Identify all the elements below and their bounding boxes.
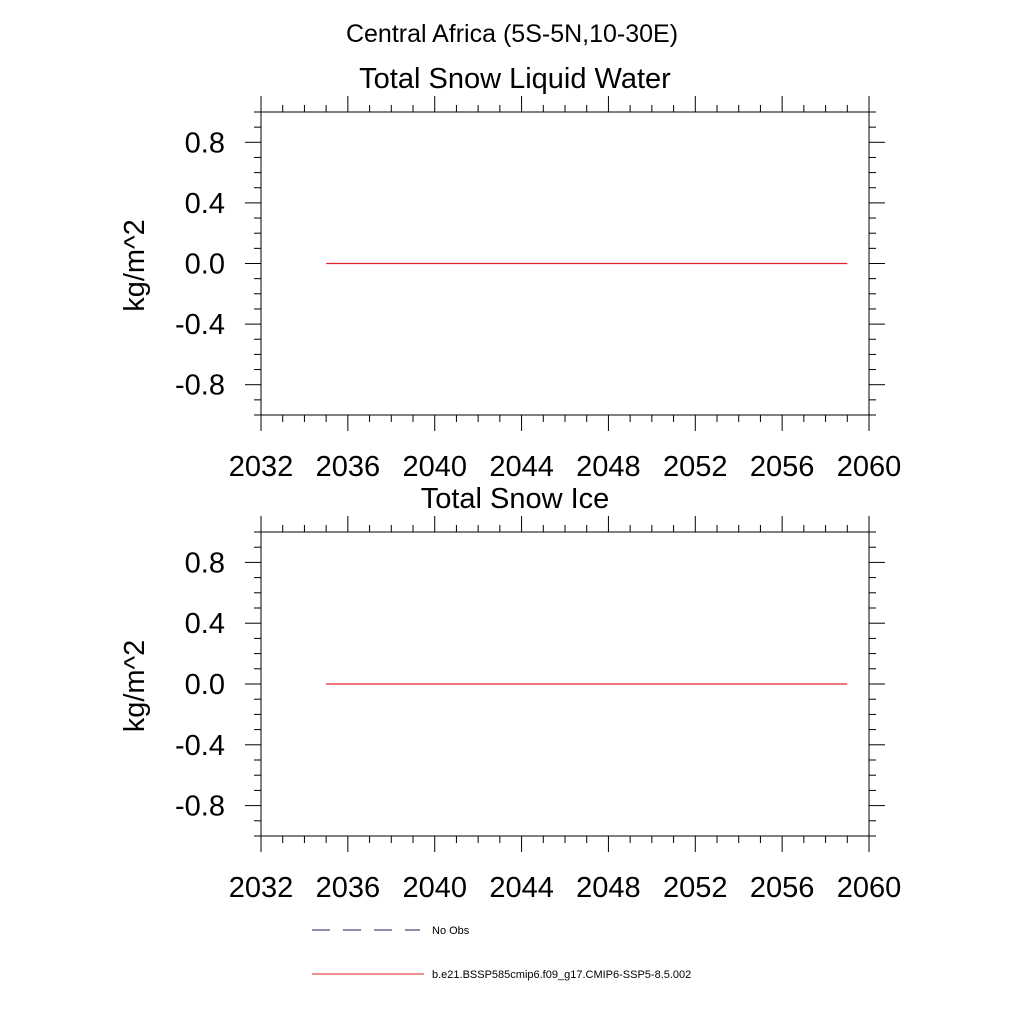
x-tick-label: 2056 (750, 451, 815, 483)
axis-ticks (245, 96, 885, 431)
x-tick-label: 2060 (837, 451, 902, 483)
x-tick-label: 2048 (576, 451, 641, 483)
figure-title: Central Africa (5S-5N,10-30E) (346, 20, 678, 48)
legend-label: No Obs (432, 925, 470, 937)
y-tick-label: -0.8 (175, 791, 225, 823)
y-tick-label: 0.8 (185, 547, 225, 579)
y-tick-labels: 0.8 0.4 0.0 -0.4 -0.8 (175, 127, 225, 401)
y-tick-label: -0.4 (175, 309, 225, 341)
x-tick-label: 2052 (663, 872, 728, 904)
x-tick-label: 2044 (489, 451, 554, 483)
x-tick-labels: 2032 2036 2040 2044 2048 2052 2056 2060 (229, 872, 902, 904)
chart-title: Total Snow Liquid Water (359, 63, 671, 95)
legend-label: b.e21.BSSP585cmip6.f09_g17.CMIP6-SSP5-8.… (432, 969, 691, 981)
legend-item-model-run: b.e21.BSSP585cmip6.f09_g17.CMIP6-SSP5-8.… (312, 969, 691, 981)
x-tick-label: 2040 (402, 872, 467, 904)
x-tick-label: 2032 (229, 451, 294, 483)
x-tick-label: 2060 (837, 872, 902, 904)
chart-title: Total Snow Ice (421, 483, 610, 515)
y-tick-labels: 0.8 0.4 0.0 -0.4 -0.8 (175, 547, 225, 822)
x-tick-label: 2036 (316, 451, 381, 483)
x-tick-label: 2036 (316, 872, 381, 904)
y-tick-label: 0.0 (185, 249, 225, 281)
x-tick-label: 2052 (663, 451, 728, 483)
x-tick-labels: 2032 2036 2040 2044 2048 2052 2056 2060 (229, 451, 902, 483)
axis-ticks (245, 516, 885, 852)
x-tick-label: 2048 (576, 872, 641, 904)
y-tick-label: 0.4 (185, 188, 225, 220)
x-tick-label: 2044 (489, 872, 554, 904)
y-axis-label: kg/m^2 (119, 219, 151, 312)
y-tick-label: 0.8 (185, 127, 225, 159)
legend-item-no-obs: No Obs (312, 925, 470, 937)
legend: No Obs b.e21.BSSP585cmip6.f09_g17.CMIP6-… (312, 925, 691, 981)
x-tick-label: 2040 (402, 451, 467, 483)
x-tick-label: 2032 (229, 872, 294, 904)
y-tick-label: -0.8 (175, 370, 225, 402)
x-tick-label: 2056 (750, 872, 815, 904)
y-tick-label: -0.4 (175, 730, 225, 762)
panel-snow-ice: Total Snow Ice kg/m^2 2032 2036 2040 2044 20… (119, 483, 901, 904)
y-tick-label: 0.0 (185, 669, 225, 701)
panel-snow-liquid-water: Total Snow Liquid Water kg/m^2 2032 2036 2… (119, 63, 901, 483)
y-tick-label: 0.4 (185, 608, 225, 640)
y-axis-label: kg/m^2 (119, 640, 151, 733)
